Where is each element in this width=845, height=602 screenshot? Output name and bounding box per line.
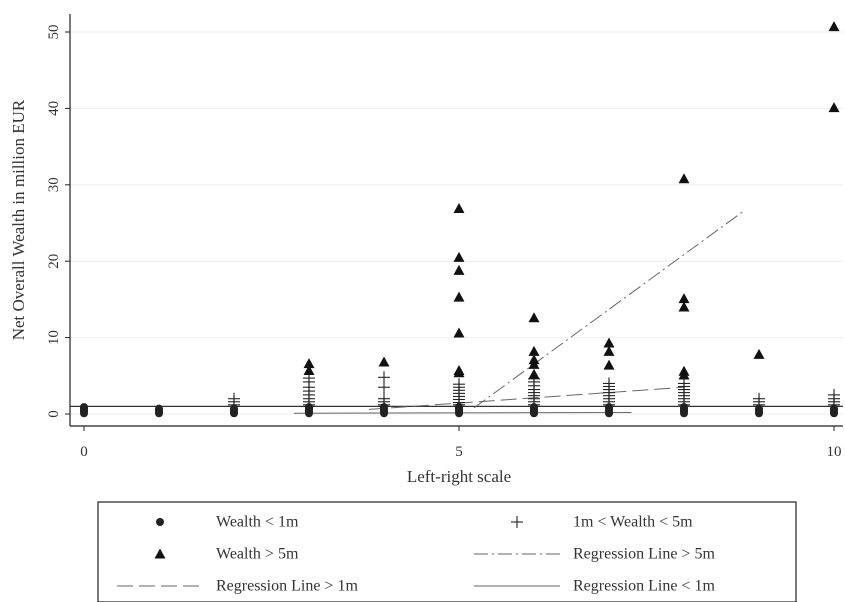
point-plus — [378, 392, 390, 405]
tick-labels: 0 10 20 30 40 50 0 5 10 — [46, 25, 842, 461]
point-triangle — [528, 354, 540, 365]
point-triangle — [528, 312, 540, 323]
point-triangle — [678, 365, 690, 376]
legend-item: 1m < Wealth < 5m — [511, 514, 693, 531]
legend-label: Wealth < 1m — [216, 514, 299, 531]
legend-label: Regression Line < 1m — [573, 578, 715, 595]
point-circle — [156, 518, 164, 526]
y-tick-label: 50 — [46, 25, 62, 40]
point-triangle — [678, 301, 690, 312]
legend-item: Wealth < 1m — [156, 514, 299, 531]
point-plus — [828, 388, 840, 401]
point-plus — [378, 371, 390, 384]
point-triangle — [528, 368, 540, 379]
point-triangle — [303, 358, 315, 369]
x-tick-label: 0 — [80, 444, 88, 460]
point-triangle — [753, 348, 765, 359]
legend: Wealth < 1m 1m < Wealth < 5m Wealth > 5m Re… — [97, 501, 797, 602]
x-tick-label: 5 — [455, 444, 463, 460]
regression-line — [473, 210, 745, 409]
legend-label: Wealth > 5m — [216, 546, 299, 563]
y-axis-label: Net Overall Wealth in million EUR — [9, 99, 28, 340]
y-tick-label: 0 — [46, 410, 62, 418]
point-triangle — [603, 337, 615, 348]
point-triangle — [528, 345, 540, 356]
point-triangle — [678, 293, 690, 304]
y-tick-label: 20 — [46, 254, 62, 269]
axes — [69, 14, 843, 427]
legend-label: 1m < Wealth < 5m — [573, 514, 693, 531]
point-triangle — [603, 359, 615, 370]
x-tick-label: 10 — [827, 444, 842, 460]
point-triangle — [453, 327, 465, 338]
legend-item: Regression Line < 1m — [474, 578, 715, 595]
legend-box — [97, 501, 797, 602]
point-plus — [511, 516, 523, 528]
point-triangle — [453, 364, 465, 375]
regression-line — [368, 386, 685, 410]
point-plus — [753, 392, 765, 405]
point-triangle — [154, 548, 166, 559]
legend-item: Regression Line > 5m — [474, 546, 715, 563]
point-triangle — [453, 251, 465, 262]
data-points — [80, 21, 840, 418]
y-tick-label: 10 — [46, 330, 62, 345]
regression-lines — [70, 210, 843, 414]
point-triangle — [453, 264, 465, 275]
y-tick-label: 30 — [46, 177, 62, 192]
point-triangle — [678, 173, 690, 184]
point-triangle — [453, 202, 465, 213]
point-triangle — [828, 21, 840, 32]
point-plus — [453, 378, 465, 391]
x-axis-label: Left-right scale — [407, 467, 511, 486]
point-triangle — [378, 356, 390, 367]
legend-label: Regression Line > 5m — [573, 546, 715, 563]
point-triangle — [603, 345, 615, 356]
legend-label: Regression Line > 1m — [216, 578, 358, 595]
y-tick-label: 40 — [46, 101, 62, 116]
point-triangle — [303, 364, 315, 375]
point-circle — [80, 403, 88, 412]
point-triangle — [453, 291, 465, 302]
point-circle — [155, 404, 163, 413]
point-plus — [228, 392, 240, 405]
point-triangle — [828, 102, 840, 113]
point-plus — [603, 377, 615, 390]
legend-item: Regression Line > 1m — [117, 578, 358, 595]
legend-item: Wealth > 5m — [154, 546, 299, 563]
